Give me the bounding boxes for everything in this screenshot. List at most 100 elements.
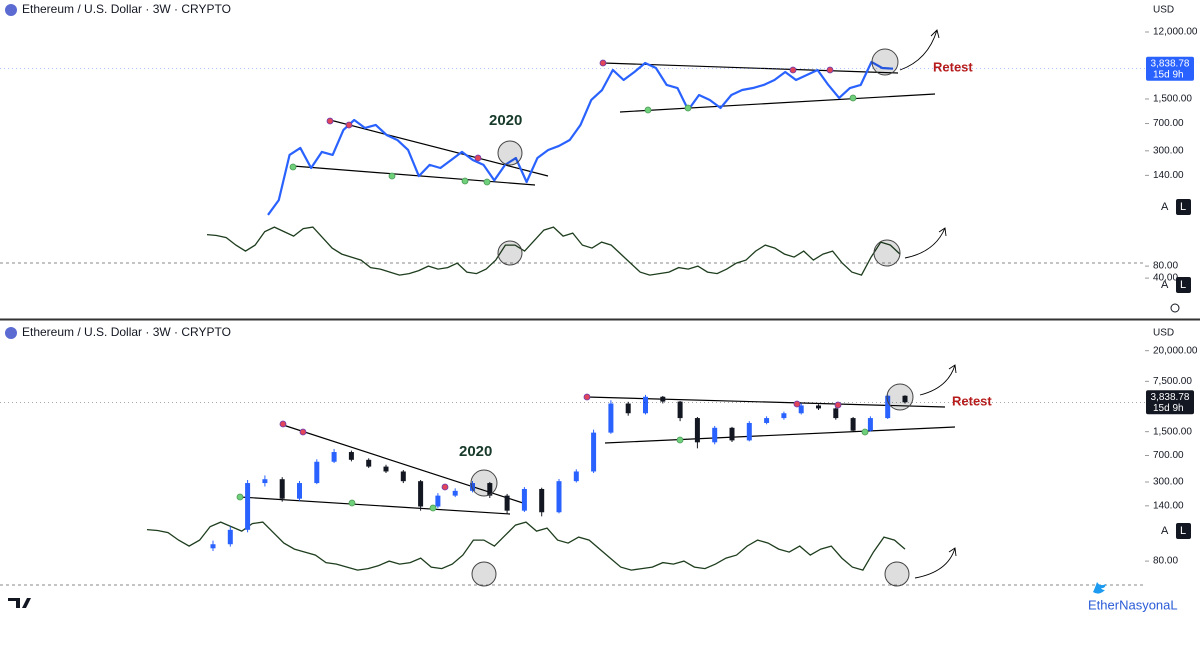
last-price-box bbox=[1146, 56, 1194, 81]
candle-body bbox=[245, 483, 251, 530]
highlight-circle bbox=[497, 140, 523, 166]
candle-body bbox=[556, 481, 562, 513]
candle-body bbox=[521, 488, 527, 511]
pivot-dot bbox=[599, 59, 607, 67]
candle-body bbox=[348, 452, 354, 460]
countdown: 15d 9h bbox=[1153, 69, 1184, 80]
candle-body bbox=[694, 418, 700, 443]
last-price-label: 3,838.78 bbox=[1151, 58, 1190, 69]
settings-icon[interactable] bbox=[1170, 303, 1180, 313]
candle-body bbox=[677, 401, 683, 419]
candle-body bbox=[504, 495, 510, 511]
pivot-dot bbox=[326, 117, 334, 125]
candle-body bbox=[383, 466, 389, 472]
y-tick-label: 140.00 bbox=[1153, 500, 1184, 511]
eth-icon bbox=[5, 327, 17, 339]
highlight-circle bbox=[470, 469, 498, 497]
trendline bbox=[329, 119, 549, 177]
trendline bbox=[292, 165, 536, 186]
pivot-dot bbox=[834, 401, 842, 409]
candle-body bbox=[850, 418, 856, 431]
scale-button[interactable]: A bbox=[1161, 201, 1169, 213]
pivot-dot bbox=[345, 121, 353, 129]
candle-body bbox=[643, 396, 648, 414]
scale-button[interactable]: A bbox=[1161, 525, 1169, 537]
pivot-dot bbox=[279, 420, 287, 428]
last-price-label: 3,838.78 bbox=[1151, 392, 1190, 403]
annotation: 2020 bbox=[489, 112, 522, 129]
candle-body bbox=[591, 432, 597, 472]
scale-button-bg[interactable] bbox=[1176, 277, 1191, 293]
candle-body bbox=[418, 481, 424, 507]
pivot-dot bbox=[861, 428, 869, 436]
y2-tick-label: 40.00 bbox=[1153, 273, 1178, 284]
candle-body bbox=[227, 529, 233, 545]
scale-button[interactable]: L bbox=[1180, 525, 1186, 537]
candle-body bbox=[262, 479, 268, 484]
arrow bbox=[919, 364, 957, 396]
currency: USD bbox=[1153, 5, 1174, 16]
candle-body bbox=[487, 483, 493, 496]
scale-button[interactable]: L bbox=[1180, 201, 1186, 213]
pivot-dot bbox=[441, 483, 449, 491]
candle-body bbox=[297, 483, 302, 499]
scale-button-bg[interactable] bbox=[1176, 523, 1191, 539]
y-tick-label: 1,500.00 bbox=[1153, 94, 1192, 105]
pivot-dot bbox=[429, 504, 437, 512]
candle-body bbox=[470, 483, 475, 491]
candle-body bbox=[885, 395, 891, 419]
y-tick-label: 300.00 bbox=[1153, 145, 1184, 156]
scale-button-bg[interactable] bbox=[1176, 199, 1191, 215]
candle-body bbox=[210, 544, 216, 549]
pivot-dot bbox=[644, 106, 652, 114]
pivot-dot bbox=[289, 163, 297, 171]
last-price-box bbox=[1146, 390, 1194, 415]
candle-body bbox=[400, 471, 406, 482]
candle-body bbox=[902, 395, 908, 403]
candle-body bbox=[764, 418, 770, 423]
pivot-dot bbox=[388, 172, 396, 180]
candle-body bbox=[314, 461, 320, 484]
trendline bbox=[602, 62, 899, 74]
indicator-line bbox=[146, 521, 906, 571]
candle-body bbox=[279, 479, 285, 499]
pivot-dot bbox=[676, 436, 684, 444]
highlight-circle bbox=[497, 240, 523, 266]
candle-body bbox=[746, 422, 752, 441]
trendline bbox=[279, 423, 524, 504]
candle-body bbox=[452, 490, 458, 496]
scale-button[interactable]: L bbox=[1180, 279, 1186, 291]
annotation: Retest bbox=[952, 393, 992, 408]
watermark: EtherNasyonaL bbox=[1088, 597, 1178, 612]
y-tick-label: 700.00 bbox=[1153, 118, 1184, 129]
y2-tick-label: 80.00 bbox=[1153, 556, 1178, 567]
trendline bbox=[239, 496, 511, 515]
twitter-icon bbox=[1093, 582, 1106, 594]
candle-body bbox=[712, 427, 718, 443]
pivot-dot bbox=[299, 428, 307, 436]
pivot-dot bbox=[793, 400, 801, 408]
pivot-dot bbox=[849, 94, 857, 102]
price-line bbox=[267, 60, 894, 216]
countdown: 15d 9h bbox=[1153, 403, 1184, 414]
candle-body bbox=[539, 488, 545, 513]
candle-body bbox=[435, 495, 441, 507]
pivot-dot bbox=[684, 104, 692, 112]
highlight-circle bbox=[471, 561, 497, 587]
y-tick-label: 300.00 bbox=[1153, 477, 1184, 488]
scale-button[interactable]: A bbox=[1161, 279, 1169, 291]
highlight-circle bbox=[871, 48, 899, 76]
eth-icon bbox=[5, 4, 17, 16]
highlight-circle bbox=[886, 383, 914, 411]
annotation: Retest bbox=[933, 59, 973, 74]
candle-body bbox=[798, 405, 804, 414]
pivot-dot bbox=[348, 499, 356, 507]
candle-body bbox=[833, 408, 839, 419]
y-tick-label: 7,500.00 bbox=[1153, 376, 1192, 387]
trendline bbox=[619, 93, 936, 113]
candle-body bbox=[660, 396, 666, 402]
pivot-dot bbox=[789, 66, 797, 74]
pivot-dot bbox=[461, 177, 469, 185]
candle-body bbox=[729, 427, 735, 441]
